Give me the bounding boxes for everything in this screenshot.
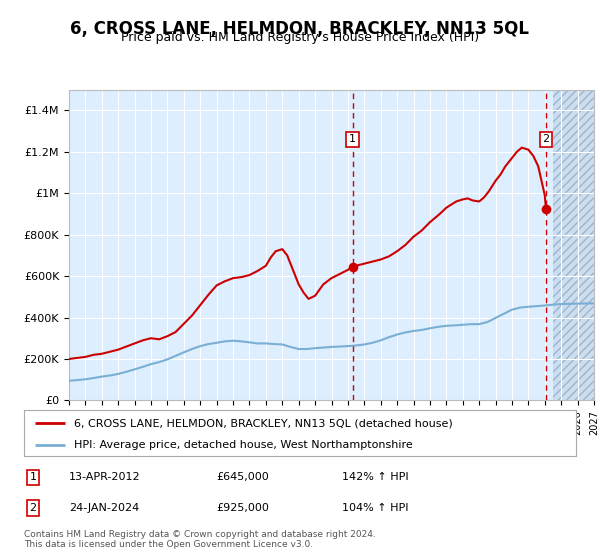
- Bar: [553, 90, 594, 400]
- Text: 2: 2: [29, 503, 37, 513]
- Text: HPI: Average price, detached house, West Northamptonshire: HPI: Average price, detached house, West…: [74, 440, 412, 450]
- Text: £925,000: £925,000: [216, 503, 269, 513]
- Bar: [553, 90, 594, 400]
- Text: 1: 1: [29, 473, 37, 482]
- Text: 24-JAN-2024: 24-JAN-2024: [69, 503, 139, 513]
- Text: Price paid vs. HM Land Registry's House Price Index (HPI): Price paid vs. HM Land Registry's House …: [121, 31, 479, 44]
- Text: 2: 2: [542, 134, 550, 144]
- Text: 6, CROSS LANE, HELMDON, BRACKLEY, NN13 5QL: 6, CROSS LANE, HELMDON, BRACKLEY, NN13 5…: [71, 20, 530, 38]
- Text: 104% ↑ HPI: 104% ↑ HPI: [342, 503, 409, 513]
- Text: 1: 1: [349, 134, 356, 144]
- Text: 13-APR-2012: 13-APR-2012: [69, 473, 140, 482]
- Text: 142% ↑ HPI: 142% ↑ HPI: [342, 473, 409, 482]
- Text: Contains HM Land Registry data © Crown copyright and database right 2024.
This d: Contains HM Land Registry data © Crown c…: [24, 530, 376, 549]
- Text: £645,000: £645,000: [216, 473, 269, 482]
- Text: 6, CROSS LANE, HELMDON, BRACKLEY, NN13 5QL (detached house): 6, CROSS LANE, HELMDON, BRACKLEY, NN13 5…: [74, 418, 452, 428]
